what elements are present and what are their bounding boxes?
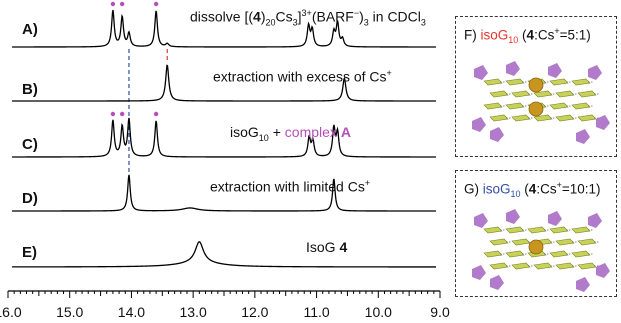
guanine-base-shape	[483, 102, 503, 110]
panel-f-title: F) isoG10 (4:Cs+=5:1)	[464, 26, 591, 46]
guanine-base-shape	[571, 250, 591, 258]
annotation-d: extraction with limited Cs+	[210, 178, 371, 195]
sugar-shape	[548, 63, 562, 78]
sugar-shape	[472, 117, 486, 132]
guanine-base-shape	[505, 250, 525, 258]
sugar-shape	[490, 127, 504, 142]
x-tick-label: 9.0	[430, 304, 450, 320]
guanine-base-shape	[505, 78, 525, 86]
guanine-base-shape	[511, 114, 531, 122]
cesium-ion	[528, 101, 544, 117]
annotation-e: IsoG 4	[306, 239, 348, 255]
guanine-base-shape	[533, 262, 553, 270]
x-tick-label: 16.0	[0, 304, 22, 320]
peak-dot	[110, 1, 116, 7]
trace-label-b: B)	[22, 81, 38, 98]
guanine-base-shape	[533, 90, 553, 98]
cesium-ion	[528, 77, 544, 93]
structure-panel-f: F) isoG10 (4:Cs+=5:1)	[455, 16, 617, 157]
trace-label-d: D)	[22, 190, 38, 207]
spectrum-trace-b	[12, 64, 436, 102]
x-tick-label: 15.0	[56, 304, 83, 320]
guanine-base-shape	[511, 262, 531, 270]
guanine-base-shape	[489, 262, 509, 270]
guanine-base-shape	[511, 238, 531, 246]
sugar-shape	[596, 263, 610, 278]
x-tick-label: 14.0	[118, 304, 145, 320]
guanine-base-shape	[511, 90, 531, 98]
guanine-base-shape	[527, 226, 547, 234]
isog10-structure-5to1-icon	[472, 61, 610, 144]
guanine-base-shape	[483, 226, 503, 234]
panel-g-title: G) isoG10 (4:Cs+=10:1)	[464, 180, 601, 200]
x-tick-label: 11.0	[303, 304, 329, 320]
x-tick-label: 12.0	[241, 304, 268, 320]
trace-label-e: E)	[22, 244, 37, 261]
guanine-base-shape	[555, 262, 575, 270]
guanine-base-shape	[555, 90, 575, 98]
guanine-base-shape	[489, 238, 509, 246]
spectrum-trace-a	[12, 9, 436, 48]
sugar-shape	[490, 275, 504, 290]
cesium-ion	[528, 239, 544, 255]
sugar-shape	[506, 209, 520, 224]
guide-lines	[128, 49, 168, 173]
guanine-base-shape	[577, 114, 597, 122]
peak-dot	[119, 1, 125, 7]
x-tick-label: 10.0	[365, 304, 392, 320]
spectrum-traces	[12, 9, 436, 268]
guanine-base-shape	[483, 250, 503, 258]
sugar-shape	[474, 213, 488, 228]
peak-dot	[110, 111, 116, 117]
guanine-base-shape	[577, 90, 597, 98]
guanine-base-shape	[577, 238, 597, 246]
sugar-shape	[588, 65, 602, 80]
peak-dot	[153, 1, 159, 7]
isog10-structure-10to1-icon	[472, 209, 610, 292]
guanine-base-shape	[489, 90, 509, 98]
sugar-shape	[588, 213, 602, 228]
nmr-spectra-plot: 16.0 15.0 14.0 13.0 12.0 11.0 10.0 9.0	[0, 1, 450, 320]
spectrum-trace-c	[12, 117, 436, 158]
guanine-base-shape	[483, 78, 503, 86]
guanine-base-shape	[571, 78, 591, 86]
x-tick-label: 13.0	[180, 304, 207, 320]
guanine-base-shape	[571, 102, 591, 110]
spectrum-trace-e	[12, 241, 436, 268]
guanine-base-shape	[577, 262, 597, 270]
guanine-base-shape	[555, 238, 575, 246]
x-axis: 16.0 15.0 14.0 13.0 12.0 11.0 10.0 9.0	[0, 290, 450, 320]
guanine-base-shape	[505, 102, 525, 110]
annotation-a: dissolve [(4)20Cs3]3+(BARF−)3 in CDCl3	[190, 8, 426, 28]
peak-dot	[119, 111, 125, 117]
spectrum-trace-d	[12, 174, 436, 212]
guanine-base-shape	[533, 114, 553, 122]
sugar-shape	[576, 277, 590, 292]
structure-panel-g: G) isoG10 (4:Cs+=10:1)	[455, 170, 617, 297]
guanine-base-shape	[549, 102, 569, 110]
guanine-base-shape	[549, 250, 569, 258]
peak-markers	[110, 1, 159, 117]
guanine-base-shape	[549, 226, 569, 234]
sugar-shape	[548, 211, 562, 226]
trace-label-a: A)	[22, 21, 38, 38]
sugar-shape	[474, 65, 488, 80]
sugar-shape	[576, 129, 590, 144]
guanine-base-shape	[489, 114, 509, 122]
guanine-base-shape	[555, 114, 575, 122]
trace-label-c: C)	[22, 136, 38, 153]
annotation-c: isoG10 + complex A	[230, 124, 351, 143]
sugar-shape	[596, 115, 610, 130]
annotation-b: extraction with excess of Cs+	[213, 68, 392, 85]
guanine-base-shape	[505, 226, 525, 234]
sugar-shape	[506, 61, 520, 76]
sugar-shape	[472, 265, 486, 280]
peak-dot	[153, 111, 159, 117]
guanine-base-shape	[571, 226, 591, 234]
guanine-base-shape	[549, 78, 569, 86]
